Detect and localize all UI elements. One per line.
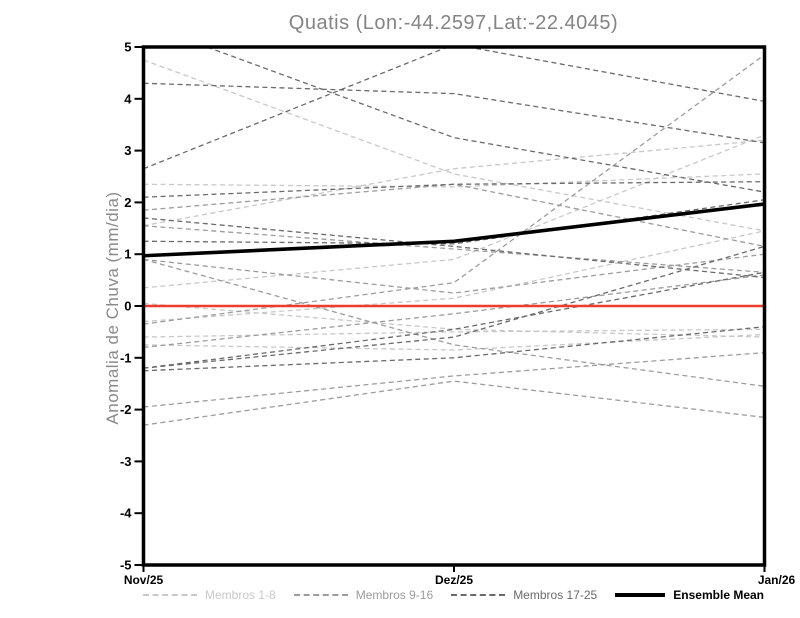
x-tick-label: Jan/26 (758, 573, 796, 587)
x-tick-label: Dez/25 (435, 573, 473, 587)
y-tick-label: 5 (124, 40, 131, 55)
y-tick-label: 1 (124, 247, 131, 262)
member-line-group-3 (143, 217, 765, 279)
member-line-group-1 (143, 134, 765, 289)
y-tick-label: 2 (124, 195, 131, 210)
y-tick-label: 0 (124, 299, 131, 314)
member-line-group-3 (143, 82, 765, 144)
legend-item-membros-17-25: Membros 17-25 (451, 588, 597, 602)
y-tick-label: -2 (120, 402, 132, 417)
member-line-group-3 (143, 199, 765, 245)
member-line-group-2 (143, 54, 765, 325)
member-line-group-3 (143, 326, 765, 372)
legend-item-ensemble-mean: Ensemble Mean (615, 588, 764, 602)
dashed-line-sample (293, 594, 348, 596)
y-tick-label: -4 (120, 506, 132, 521)
solid-line-sample (615, 593, 666, 597)
plot-frame (141, 45, 767, 567)
member-line-group-3 (143, 47, 765, 170)
member-line-group-1 (143, 333, 765, 351)
member-line-group-2 (143, 274, 765, 349)
series-group (143, 47, 765, 426)
legend-label: Membros 9-16 (355, 588, 434, 602)
dashed-line-sample (451, 594, 506, 596)
member-line-group-2 (143, 258, 765, 387)
dashed-line-sample (143, 594, 197, 596)
y-tick-label: -3 (120, 454, 132, 469)
x-tick-label: Nov/25 (124, 573, 164, 587)
member-line-group-3 (143, 245, 765, 369)
member-line-group-2 (143, 351, 765, 408)
member-line-group-1 (143, 139, 765, 227)
legend-item-membros-1-8: Membros 1-8 (143, 588, 276, 602)
member-line-group-3 (205, 47, 765, 193)
ensemble-mean-line (143, 202, 765, 258)
member-line-group-3 (143, 181, 765, 198)
legend-label: Membros 17-25 (513, 588, 598, 602)
member-line-group-1 (143, 59, 765, 232)
member-line-group-2 (143, 380, 765, 426)
y-tick-label: 4 (124, 91, 132, 106)
member-line-group-1 (143, 302, 765, 338)
member-line-group-2 (143, 183, 765, 248)
chart-title: Quatis (Lon:-44.2597,Lat:-22.4045) (288, 12, 619, 34)
member-line-group-1 (143, 173, 765, 188)
y-tick-label: -1 (120, 350, 132, 365)
legend-label: Membros 1-8 (205, 588, 276, 602)
member-line-group-1 (143, 230, 765, 323)
member-line-group-2 (143, 225, 765, 273)
member-line-group-1 (143, 328, 765, 338)
legend-item-membros-9-16: Membros 9-16 (293, 588, 434, 602)
legend-label: Ensemble Mean (673, 588, 764, 602)
legend: Membros 1-8 Membros 9-16 Membros 17-25 E… (143, 586, 764, 604)
member-line-group-3 (143, 271, 765, 369)
y-tick-label: 3 (124, 143, 131, 158)
y-tick-label: -5 (120, 558, 132, 573)
